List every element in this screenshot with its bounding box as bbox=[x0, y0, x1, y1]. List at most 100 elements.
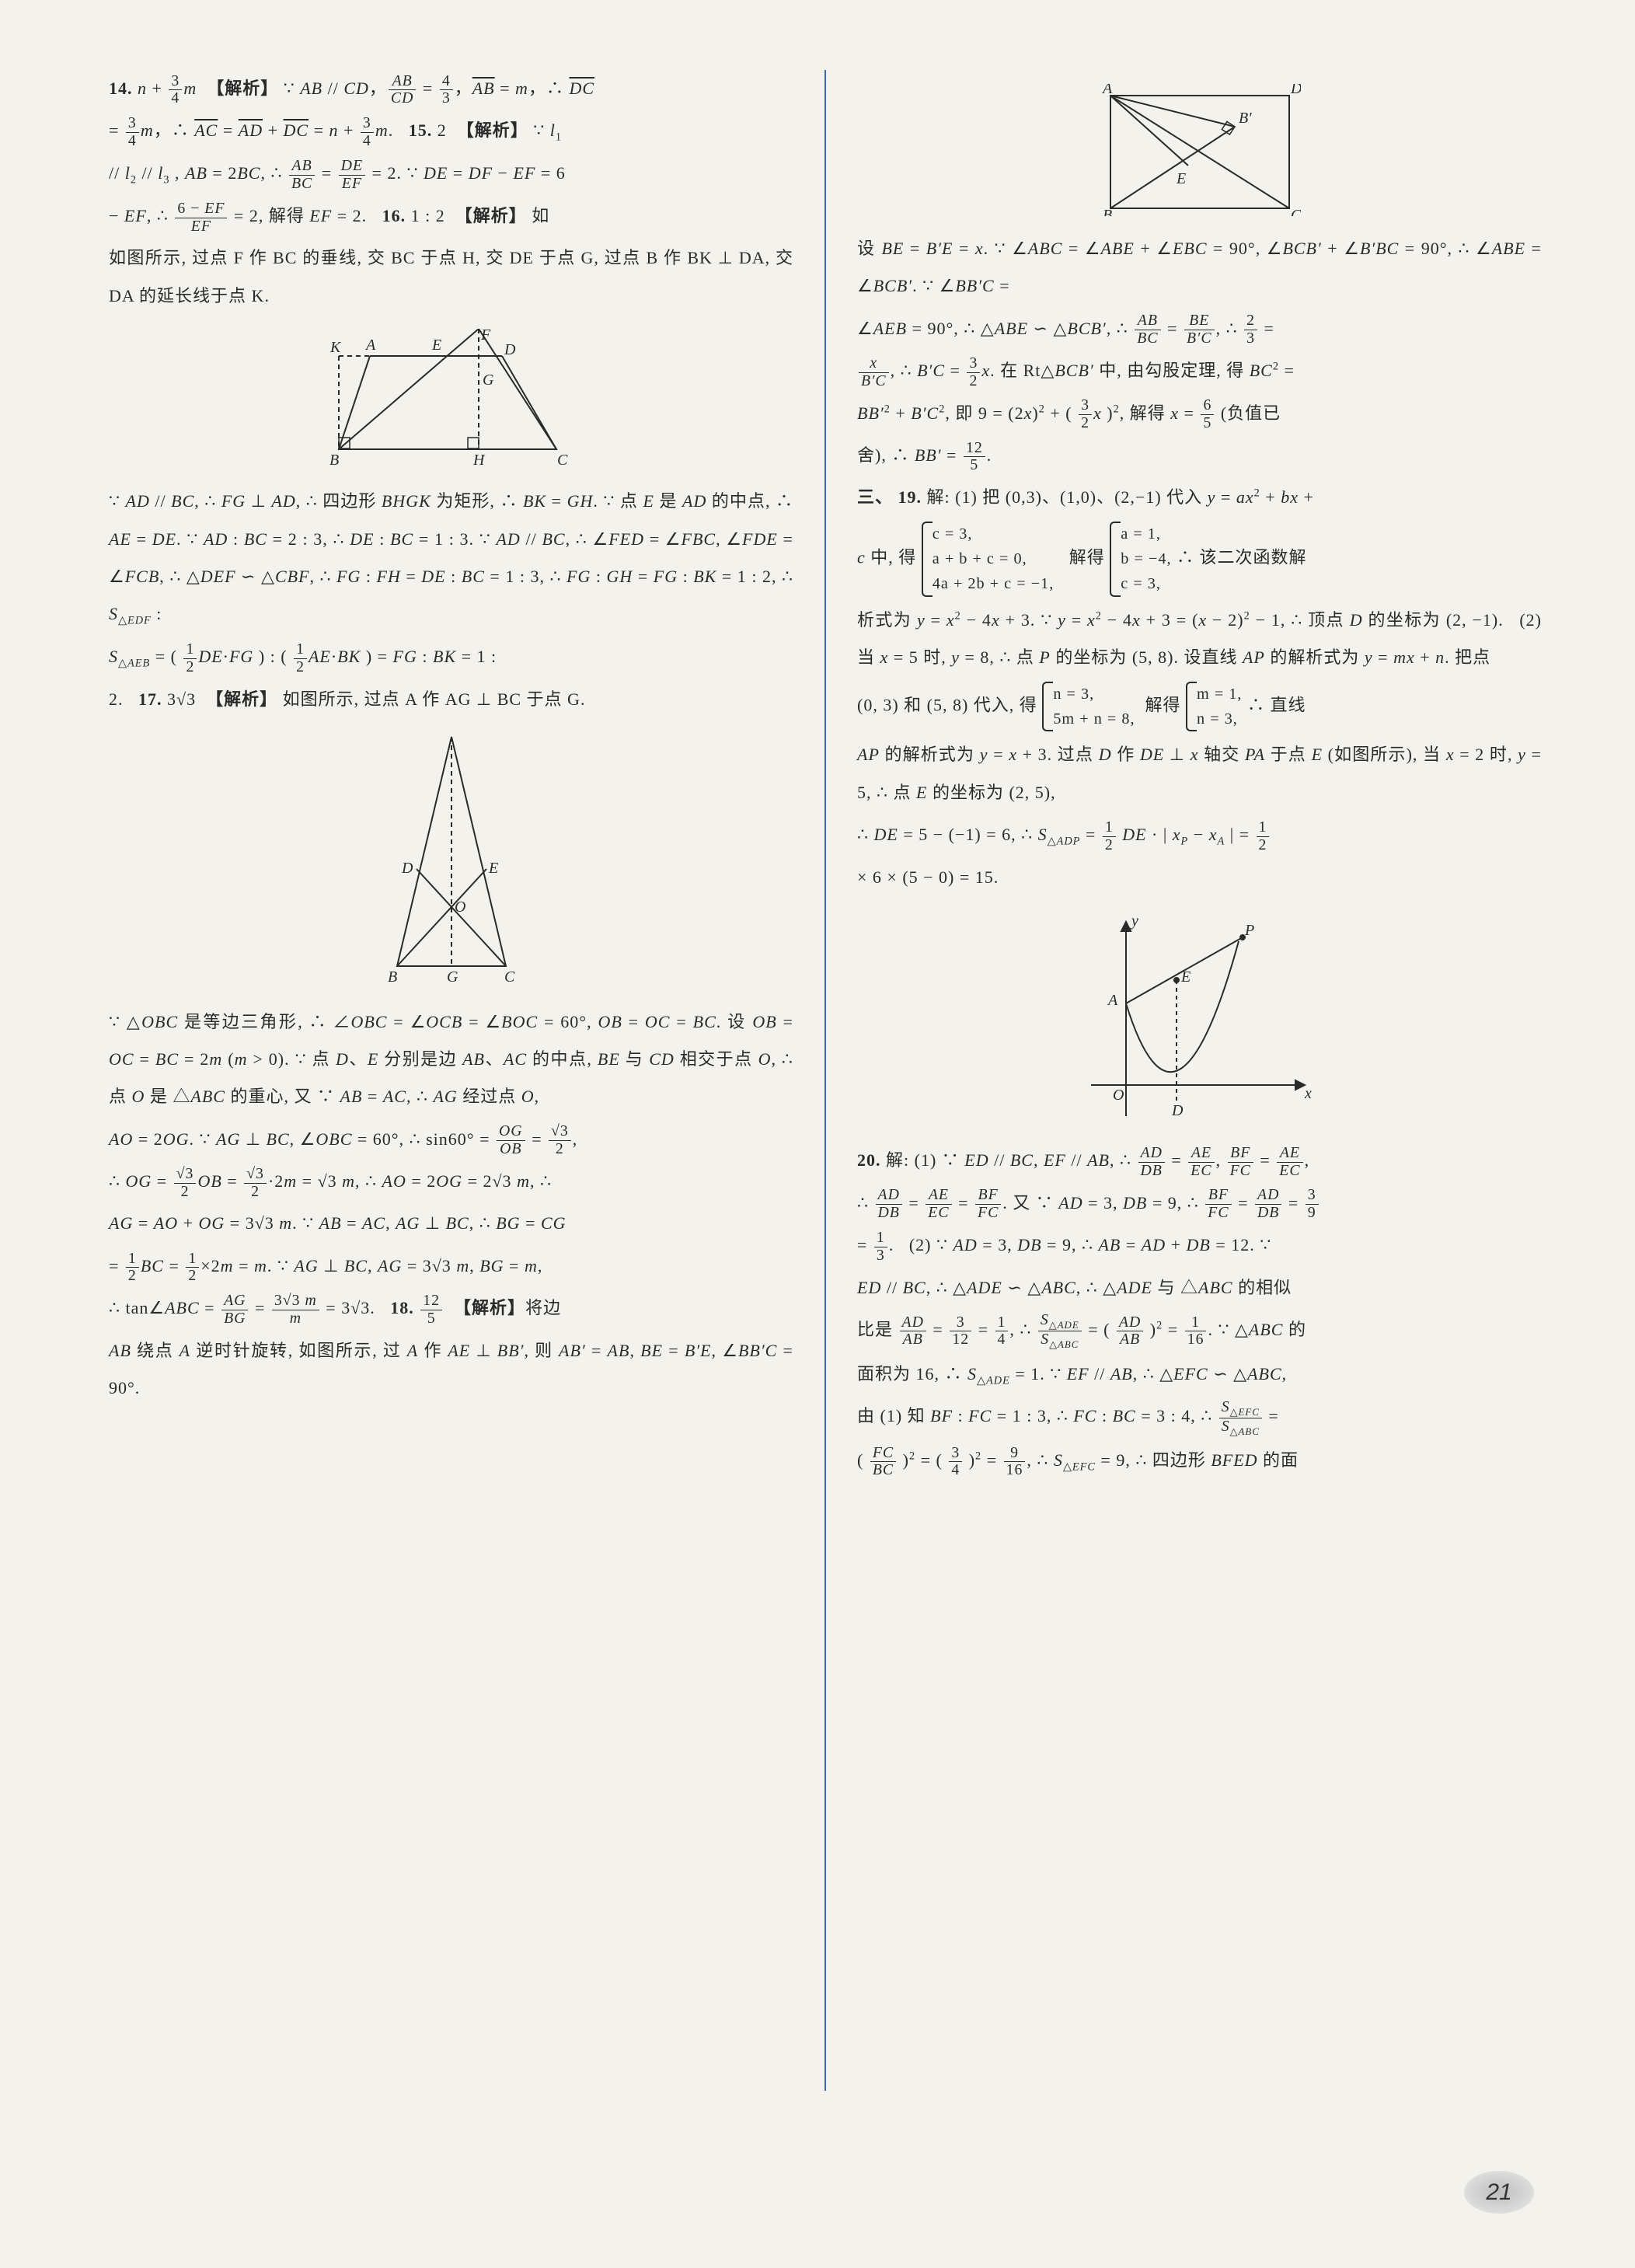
svg-text:G: G bbox=[447, 968, 458, 986]
problem-19-d: (0, 3) 和 (5, 8) 代入, 得 n = 3, 5m + n = 8,… bbox=[857, 682, 1542, 732]
svg-text:D: D bbox=[401, 860, 413, 877]
answer-16: 1 : 2 bbox=[411, 206, 445, 225]
problem-20-h: ( FCBC )2 = ( 34 )2 = 916, ∴ S△EFC = 9, … bbox=[857, 1442, 1542, 1480]
problem-18-text2c: xB′C, ∴ B′C = 32x. 在 Rt△BCB′ 中, 由勾股定理, 得… bbox=[857, 352, 1542, 389]
problem-14: 14. n + 34m 【解析】 ∵ AB // CD，ABCD = 43，AB… bbox=[109, 70, 793, 107]
section-3: 三、 bbox=[857, 487, 893, 507]
problem-20-e: 比是 ADAB = 312 = 14, ∴ S△ADES△ABC = ( ADA… bbox=[857, 1311, 1542, 1351]
problem-16-text2: ∵ AD // BC, ∴ FG ⊥ AD, ∴ 四边形 BHGK 为矩形, ∴… bbox=[109, 483, 793, 633]
problem-18-text2e: 舍), ∴ BB′ = 125. bbox=[857, 437, 1542, 474]
left-column: 14. n + 34m 【解析】 ∵ AB // CD，ABCD = 43，AB… bbox=[109, 70, 793, 2091]
svg-text:E: E bbox=[488, 860, 498, 877]
problem-20-d: ED // BC, ∴ △ADE ∽ △ABC, ∴ △ADE 与 △ABC 的… bbox=[857, 1269, 1542, 1307]
problem-17-text2: ∵ △OBC 是等边三角形, ∴ ∠OBC = ∠OCB = ∠BOC = 60… bbox=[109, 1003, 793, 1116]
text-14a: ∵ AB // CD，ABCD = 43，AB = m，∴ DC bbox=[284, 79, 594, 98]
part1-label: (1) bbox=[955, 487, 978, 507]
part2-label-20: (2) bbox=[909, 1235, 932, 1254]
problem-19: 三、 19. 解: (1) 把 (0,3)、(1,0)、(2,−1) 代入 y … bbox=[857, 479, 1542, 516]
brace-1: c = 3, a + b + c = 0, 4a + 2b + c = −1, bbox=[922, 522, 1055, 597]
solution-label: 解: bbox=[927, 487, 950, 507]
svg-text:E: E bbox=[1180, 968, 1191, 986]
svg-text:B: B bbox=[329, 452, 339, 469]
figure-2-triangle: A DE O BGC bbox=[374, 733, 529, 989]
svg-text:G: G bbox=[483, 372, 494, 389]
svg-text:O: O bbox=[1113, 1087, 1124, 1104]
svg-text:A: A bbox=[1107, 992, 1118, 1009]
prob-number-16: 16. bbox=[382, 206, 406, 225]
page-number-badge: 21 bbox=[1464, 2171, 1534, 2214]
problem-20-c: = 13. (2) ∵ AD = 3, DB = 9, ∴ AB = AD + … bbox=[857, 1226, 1542, 1264]
problem-15-cont: // l2 // l3 , AB = 2BC, ∴ ABBC = DEEF = … bbox=[109, 155, 793, 193]
brace-4: m = 1, n = 3, bbox=[1186, 682, 1242, 732]
problem-20-b: ∴ ADDB = AEEC = BFFC. 又 ∵ AD = 3, DB = 9… bbox=[857, 1185, 1542, 1222]
problem-19-c: 析式为 y = x2 − 4x + 3. ∵ y = x2 − 4x + 3 =… bbox=[857, 602, 1542, 677]
brace-2: a = 1, b = −4, c = 3, bbox=[1110, 522, 1171, 597]
column-divider bbox=[824, 70, 826, 2091]
svg-text:P: P bbox=[1244, 922, 1254, 939]
problem-14-cont: = 34m，∴ AC = AD + DC = n + 34m. 15. 2 【解… bbox=[109, 112, 793, 150]
analysis-label: 【解析】 bbox=[207, 79, 278, 98]
answer-17: 3√3 bbox=[167, 689, 196, 709]
problem-18-text2: 设 BE = B′E = x. ∵ ∠ABC = ∠ABE + ∠EBC = 9… bbox=[857, 230, 1542, 305]
prob-number-19: 19. bbox=[898, 487, 922, 507]
figure-3-rectangle-fold: AD B′E BC bbox=[1099, 84, 1301, 216]
svg-text:y: y bbox=[1130, 912, 1138, 930]
part2-label: (2) bbox=[1519, 610, 1542, 630]
figure-2-wrap: A DE O BGC bbox=[109, 733, 793, 989]
problem-20: 20. 解: (1) ∵ ED // BC, EF // AB, ∴ ADDB … bbox=[857, 1142, 1542, 1179]
svg-text:B′: B′ bbox=[1239, 110, 1252, 127]
svg-text:C: C bbox=[504, 968, 515, 986]
problem-18-text2d: BB′2 + B′C2, 即 9 = (2x)2 + ( 32x )2, 解得 … bbox=[857, 395, 1542, 432]
problem-17-text2c: ∴ OG = √32OB = √32·2m = √3 m, ∴ AO = 2OG… bbox=[109, 1163, 793, 1200]
problem-19-e: AP 的解析式为 y = x + 3. 过点 D 作 DE ⊥ x 轴交 PA … bbox=[857, 736, 1542, 811]
right-column: AD B′E BC 设 BE = B′E = x. ∵ ∠ABC = ∠ABE … bbox=[857, 70, 1542, 2091]
analysis-label-17: 【解析】 bbox=[206, 689, 277, 709]
problem-20-g: 由 (1) 知 BF : FC = 1 : 3, ∴ FC : BC = 3 :… bbox=[857, 1397, 1542, 1437]
analysis-label-18: 【解析】 bbox=[454, 1298, 525, 1317]
problem-16-text2b: S△AEB = ( 12DE·FG ) : ( 12AE·BK ) = FG :… bbox=[109, 638, 793, 676]
page-number: 21 bbox=[1486, 2179, 1511, 2206]
svg-text:H: H bbox=[472, 452, 486, 469]
brace-3: n = 3, 5m + n = 8, bbox=[1042, 682, 1135, 732]
problem-20-f: 面积为 16, ∴ S△ADE = 1. ∵ EF // AB, ∴ △EFC … bbox=[857, 1356, 1542, 1394]
problem-19-g: × 6 × (5 − 0) = 15. bbox=[857, 859, 1542, 896]
prob-number-15: 15. bbox=[409, 120, 433, 140]
text-15a: ∵ l1 bbox=[533, 120, 562, 140]
svg-text:O: O bbox=[455, 898, 465, 916]
prob-number-17: 17. bbox=[138, 689, 162, 709]
svg-text:x: x bbox=[1304, 1085, 1312, 1102]
solution-label-20: 解: bbox=[886, 1150, 909, 1170]
problem-18-text2b: ∠AEB = 90°, ∴ △ABE ∽ △BCB′, ∴ ABBC = BEB… bbox=[857, 310, 1542, 347]
analysis-label-15: 【解析】 bbox=[457, 120, 528, 140]
svg-text:E: E bbox=[1176, 170, 1186, 187]
problem-18-text1: AB 绕点 A 逆时针旋转, 如图所示, 过 A 作 AE ⊥ BB′, 则 A… bbox=[109, 1332, 793, 1408]
svg-text:C: C bbox=[1291, 207, 1301, 216]
page-content: 14. n + 34m 【解析】 ∵ AB // CD，ABCD = 43，AB… bbox=[109, 70, 1542, 2091]
problem-17-text2e: = 12BC = 12×2m = m. ∵ AG ⊥ BC, AG = 3√3 … bbox=[109, 1247, 793, 1285]
problem-19-f: ∴ DE = 5 − (−1) = 6, ∴ S△ADP = 12 DE · |… bbox=[857, 816, 1542, 854]
svg-text:A: A bbox=[1101, 84, 1113, 97]
svg-text:B: B bbox=[388, 968, 397, 986]
svg-text:F: F bbox=[480, 329, 491, 344]
problem-17-18: ∴ tan∠ABC = AGBG = 3√3 mm = 3√3. 18. 125… bbox=[109, 1289, 793, 1327]
svg-text:K: K bbox=[329, 339, 342, 356]
figure-4-wrap: A E P D O x y bbox=[857, 910, 1542, 1128]
svg-text:C: C bbox=[557, 452, 568, 469]
problem-15-cont2: − EF, ∴ 6 − EFEF = 2, 解得 EF = 2. 16. 1 :… bbox=[109, 197, 793, 235]
part1-label-20: (1) bbox=[915, 1150, 937, 1170]
problem-16-17: 2. 17. 3√3 【解析】 如图所示, 过点 A 作 AG ⊥ BC 于点 … bbox=[109, 681, 793, 718]
figure-1-trapezoid: KA ED FG BHC bbox=[327, 329, 576, 469]
svg-text:D: D bbox=[504, 341, 516, 358]
prob-number: 14. bbox=[109, 79, 133, 98]
problem-17-text2d: AG = AO + OG = 3√3 m. ∵ AB = AC, AG ⊥ BC… bbox=[109, 1205, 793, 1242]
answer-14: n + 34m bbox=[138, 79, 197, 98]
svg-text:B: B bbox=[1103, 207, 1112, 216]
svg-text:A: A bbox=[364, 337, 376, 354]
figure-3-wrap: AD B′E BC bbox=[857, 84, 1542, 216]
figure-4-parabola: A E P D O x y bbox=[1083, 910, 1316, 1128]
problem-16-text1: 如图所示, 过点 F 作 BC 的垂线, 交 BC 于点 H, 交 DE 于点 … bbox=[109, 239, 793, 315]
prob-number-18: 18. bbox=[390, 1298, 414, 1317]
text-17a: 如图所示, 过点 A 作 AG ⊥ BC 于点 G. bbox=[283, 689, 586, 709]
figure-1-wrap: KA ED FG BHC bbox=[109, 329, 793, 469]
prob-number-20: 20. bbox=[857, 1150, 881, 1170]
